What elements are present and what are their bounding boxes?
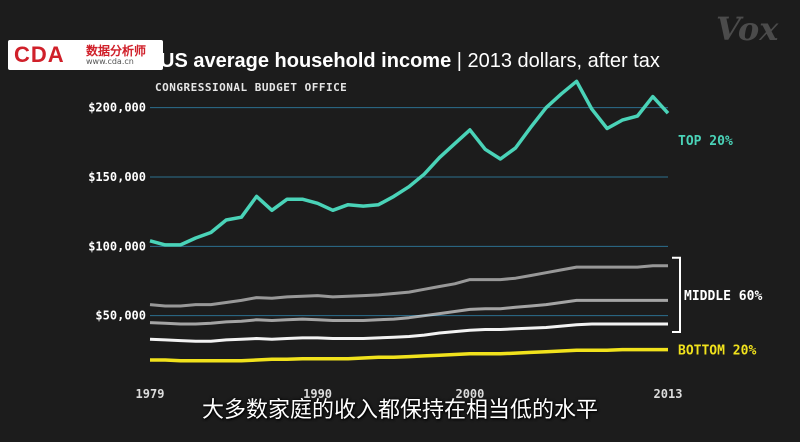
y-tick-label: $200,000 <box>88 101 146 115</box>
chart-title-bold: US average household income <box>160 50 452 72</box>
series-line-middle <box>149 298 668 326</box>
series-line-bottom <box>150 347 668 363</box>
cda-logo-text: CDA <box>14 42 65 67</box>
y-tick-label: $50,000 <box>95 309 146 323</box>
x-tick-label: 2013 <box>654 387 683 401</box>
series-line-middle <box>149 264 668 308</box>
chart-title: US average household income | 2013 dolla… <box>160 50 660 73</box>
top-20-label: TOP 20% <box>678 134 733 149</box>
vox-watermark: Vox <box>716 10 779 48</box>
x-tick-label: 2000 <box>455 387 484 401</box>
chart-title-rest: | 2013 dollars, after tax <box>451 50 660 72</box>
series-line-middle <box>149 322 668 343</box>
x-tick-label: 1990 <box>303 387 332 401</box>
cda-logo: CDA 数据分析师 www.cda.cn <box>8 40 163 70</box>
y-tick-label: $150,000 <box>88 170 146 184</box>
video-subtitle: 大多数家庭的收入都保持在相当低的水平 <box>201 398 598 423</box>
chart-source: CONGRESSIONAL BUDGET OFFICE <box>155 81 348 94</box>
x-tick-label: 1979 <box>136 387 165 401</box>
middle-60-bracket <box>672 256 681 333</box>
series-line-top <box>149 79 670 247</box>
y-tick-label: $100,000 <box>88 239 146 253</box>
middle-60-label: MIDDLE 60% <box>684 289 762 304</box>
cda-logo-cn: 数据分析师 <box>86 44 147 58</box>
cda-logo-url: www.cda.cn <box>86 57 134 66</box>
bottom-20-label: BOTTOM 20% <box>678 344 756 359</box>
